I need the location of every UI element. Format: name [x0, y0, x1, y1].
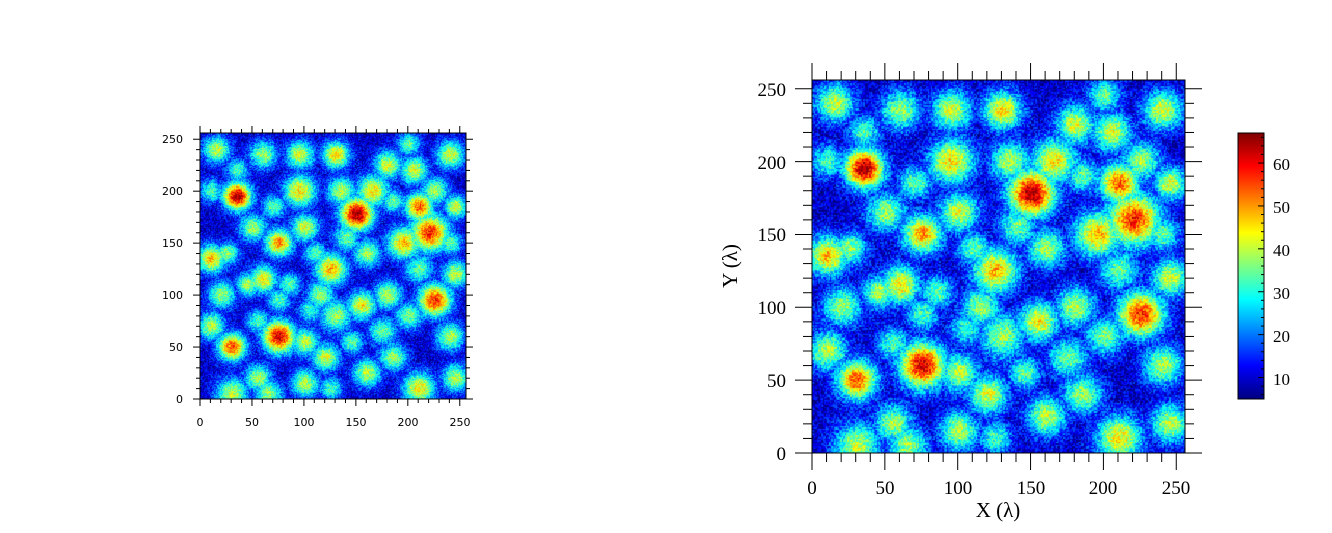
- small-x-tick-label: 200: [398, 416, 419, 429]
- small-y-tick-label: 150: [162, 237, 183, 250]
- small-y-tick-label: 50: [169, 341, 183, 354]
- colorbar-tick-label: 60: [1273, 155, 1290, 174]
- small-heatmap-panel: 0 50 100 150 200 250 0 50 100 150 200 25…: [162, 126, 473, 429]
- small-heatmap-image: [200, 133, 466, 399]
- x-axis-title: X (λ): [976, 498, 1021, 522]
- small-tick-labels: 0 50 100 150 200 250 0 50 100 150 200 25…: [162, 133, 471, 429]
- large-heatmap-panel: 0 50 100 150 200 250 0 50 100 150 200 25…: [718, 63, 1202, 522]
- large-y-tick-label: 200: [758, 153, 787, 174]
- colorbar-tick-label: 50: [1273, 198, 1290, 217]
- colorbar-tick-label: 30: [1273, 284, 1290, 303]
- small-plot-frame: [199, 132, 467, 400]
- small-x-tick-label: 0: [197, 416, 204, 429]
- large-y-tick-label: 50: [767, 371, 786, 392]
- colorbar: 10 20 30 40 50 60: [1237, 132, 1290, 400]
- large-tick-labels: 0 50 100 150 200 250 0 50 100 150 200 25…: [758, 80, 1191, 499]
- large-heatmap-image-holder: [812, 80, 1185, 453]
- large-x-tick-label: 250: [1162, 478, 1191, 499]
- small-y-tick-label: 250: [162, 133, 183, 146]
- large-y-tick-label: 0: [777, 444, 787, 465]
- small-y-tick-label: 0: [176, 393, 183, 406]
- small-heatmap-image-holder: [200, 133, 466, 399]
- large-x-tick-label: 100: [944, 478, 973, 499]
- large-axis-ticks: [795, 63, 1202, 470]
- large-x-tick-label: 150: [1017, 478, 1046, 499]
- colorbar-tick-label: 10: [1273, 370, 1290, 389]
- small-x-tick-label: 50: [245, 416, 259, 429]
- small-x-tick-label: 100: [294, 416, 315, 429]
- large-y-tick-label: 250: [758, 80, 787, 101]
- large-x-tick-label: 200: [1089, 478, 1118, 499]
- large-plot-frame: [811, 79, 1186, 454]
- large-y-tick-label: 150: [758, 225, 787, 246]
- colorbar-tick-label: 40: [1273, 241, 1290, 260]
- y-axis-title: Y (λ): [718, 244, 742, 288]
- small-x-tick-label: 150: [346, 416, 367, 429]
- large-x-tick-label: 50: [876, 478, 895, 499]
- colorbar-tick-label: 20: [1273, 327, 1290, 346]
- large-x-tick-label: 0: [807, 478, 817, 499]
- large-y-tick-label: 100: [758, 298, 787, 319]
- colorbar-gradient: [1237, 132, 1265, 400]
- colorbar-ticks: [1258, 136, 1264, 396]
- large-heatmap-image: [812, 80, 1185, 453]
- small-y-tick-label: 100: [162, 289, 183, 302]
- small-x-tick-label: 250: [450, 416, 471, 429]
- small-y-tick-label: 200: [162, 185, 183, 198]
- colorbar-tick-labels: 10 20 30 40 50 60: [1273, 155, 1290, 389]
- small-axis-ticks: [193, 126, 473, 406]
